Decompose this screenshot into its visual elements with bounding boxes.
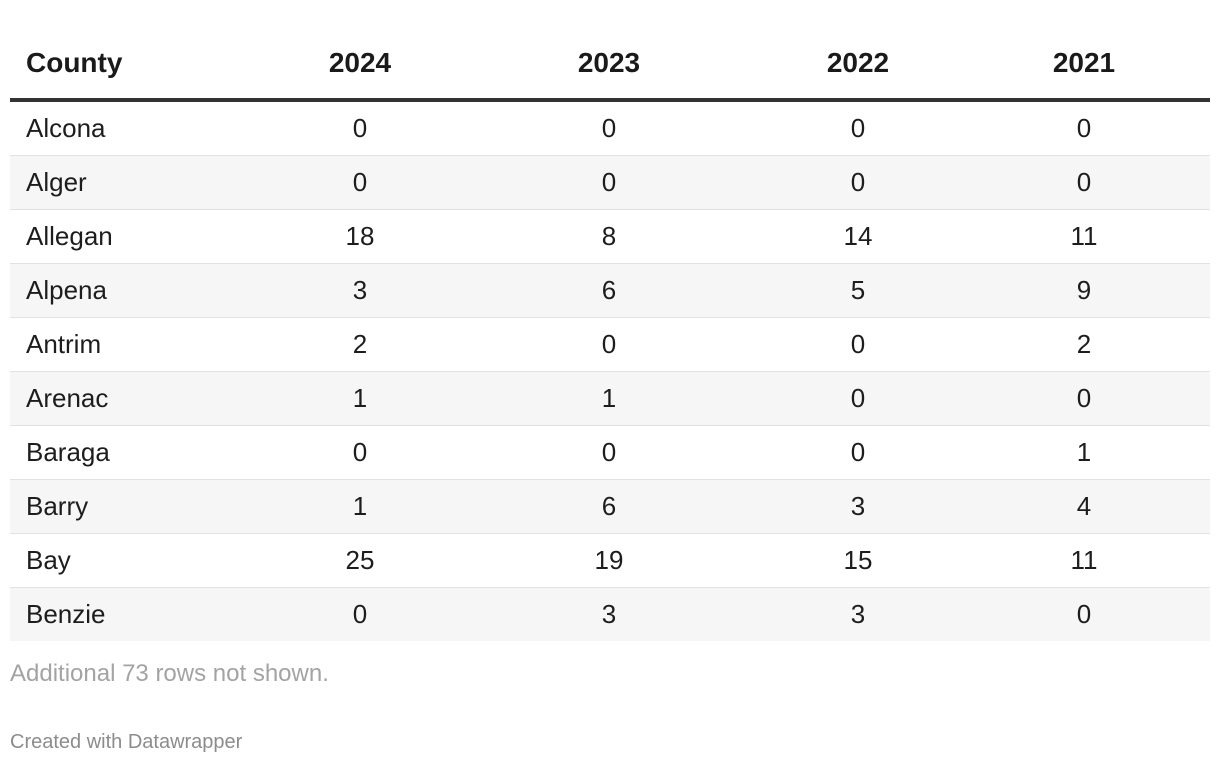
value-cell-2022: 3 bbox=[758, 587, 958, 641]
value-cell-2021: 0 bbox=[958, 371, 1210, 426]
value-cell-2022: 14 bbox=[758, 209, 958, 264]
value-cell-2024: 25 bbox=[260, 533, 460, 588]
value-cell-2022: 15 bbox=[758, 533, 958, 588]
value-cell-2021: 9 bbox=[958, 263, 1210, 318]
value-cell-2022: 0 bbox=[758, 155, 958, 210]
table-body: Alcona 0 0 0 0 Alger 0 0 0 0 Allegan 18 8 14 11 Alpena 3… bbox=[10, 100, 1210, 641]
value-cell-2024: 18 bbox=[260, 209, 460, 264]
column-header-county[interactable]: County bbox=[10, 28, 260, 102]
data-table-container: County 2024 2023 2022 2021 Alcona 0 0 0 0 Alg… bbox=[10, 28, 1210, 641]
value-cell-2023: 0 bbox=[460, 155, 758, 210]
value-cell-2024: 0 bbox=[260, 425, 460, 480]
value-cell-2024: 0 bbox=[260, 155, 460, 210]
value-cell-2022: 0 bbox=[758, 371, 958, 426]
value-cell-2024: 1 bbox=[260, 371, 460, 426]
table-row: Allegan 18 8 14 11 bbox=[10, 209, 1210, 264]
header-row: County 2024 2023 2022 2021 bbox=[10, 28, 1210, 102]
county-name-cell: Alcona bbox=[10, 100, 260, 156]
value-cell-2023: 3 bbox=[460, 587, 758, 641]
value-cell-2023: 0 bbox=[460, 317, 758, 372]
table-row: Antrim 2 0 0 2 bbox=[10, 317, 1210, 372]
value-cell-2023: 0 bbox=[460, 425, 758, 480]
value-cell-2023: 19 bbox=[460, 533, 758, 588]
value-cell-2024: 3 bbox=[260, 263, 460, 318]
county-name-cell: Barry bbox=[10, 479, 260, 534]
county-data-table: County 2024 2023 2022 2021 Alcona 0 0 0 0 Alg… bbox=[10, 28, 1210, 641]
table-header: County 2024 2023 2022 2021 bbox=[10, 28, 1210, 102]
table-row: Alger 0 0 0 0 bbox=[10, 155, 1210, 210]
rows-hidden-note: Additional 73 rows not shown. bbox=[10, 660, 329, 687]
column-header-2022[interactable]: 2022 bbox=[758, 28, 958, 102]
value-cell-2024: 1 bbox=[260, 479, 460, 534]
table-row: Barry 1 6 3 4 bbox=[10, 479, 1210, 534]
county-name-cell: Benzie bbox=[10, 587, 260, 641]
county-name-cell: Baraga bbox=[10, 425, 260, 480]
county-name-cell: Alger bbox=[10, 155, 260, 210]
table-row: Alpena 3 6 5 9 bbox=[10, 263, 1210, 318]
value-cell-2021: 4 bbox=[958, 479, 1210, 534]
value-cell-2022: 0 bbox=[758, 100, 958, 156]
value-cell-2022: 0 bbox=[758, 317, 958, 372]
column-header-2021[interactable]: 2021 bbox=[958, 28, 1210, 102]
column-header-2024[interactable]: 2024 bbox=[260, 28, 460, 102]
value-cell-2021: 1 bbox=[958, 425, 1210, 480]
value-cell-2023: 6 bbox=[460, 479, 758, 534]
value-cell-2024: 0 bbox=[260, 587, 460, 641]
value-cell-2022: 3 bbox=[758, 479, 958, 534]
column-header-2023[interactable]: 2023 bbox=[460, 28, 758, 102]
value-cell-2022: 0 bbox=[758, 425, 958, 480]
value-cell-2021: 11 bbox=[958, 533, 1210, 588]
county-name-cell: Arenac bbox=[10, 371, 260, 426]
value-cell-2021: 11 bbox=[958, 209, 1210, 264]
value-cell-2022: 5 bbox=[758, 263, 958, 318]
value-cell-2021: 2 bbox=[958, 317, 1210, 372]
county-name-cell: Allegan bbox=[10, 209, 260, 264]
county-name-cell: Antrim bbox=[10, 317, 260, 372]
table-row: Alcona 0 0 0 0 bbox=[10, 100, 1210, 156]
value-cell-2023: 6 bbox=[460, 263, 758, 318]
table-row: Baraga 0 0 0 1 bbox=[10, 425, 1210, 480]
value-cell-2023: 0 bbox=[460, 100, 758, 156]
value-cell-2023: 1 bbox=[460, 371, 758, 426]
value-cell-2021: 0 bbox=[958, 587, 1210, 641]
value-cell-2023: 8 bbox=[460, 209, 758, 264]
value-cell-2024: 0 bbox=[260, 100, 460, 156]
value-cell-2021: 0 bbox=[958, 100, 1210, 156]
value-cell-2021: 0 bbox=[958, 155, 1210, 210]
value-cell-2024: 2 bbox=[260, 317, 460, 372]
datawrapper-credit: Created with Datawrapper bbox=[10, 731, 243, 753]
table-row: Bay 25 19 15 11 bbox=[10, 533, 1210, 588]
table-row: Arenac 1 1 0 0 bbox=[10, 371, 1210, 426]
table-row: Benzie 0 3 3 0 bbox=[10, 587, 1210, 641]
county-name-cell: Bay bbox=[10, 533, 260, 588]
county-name-cell: Alpena bbox=[10, 263, 260, 318]
